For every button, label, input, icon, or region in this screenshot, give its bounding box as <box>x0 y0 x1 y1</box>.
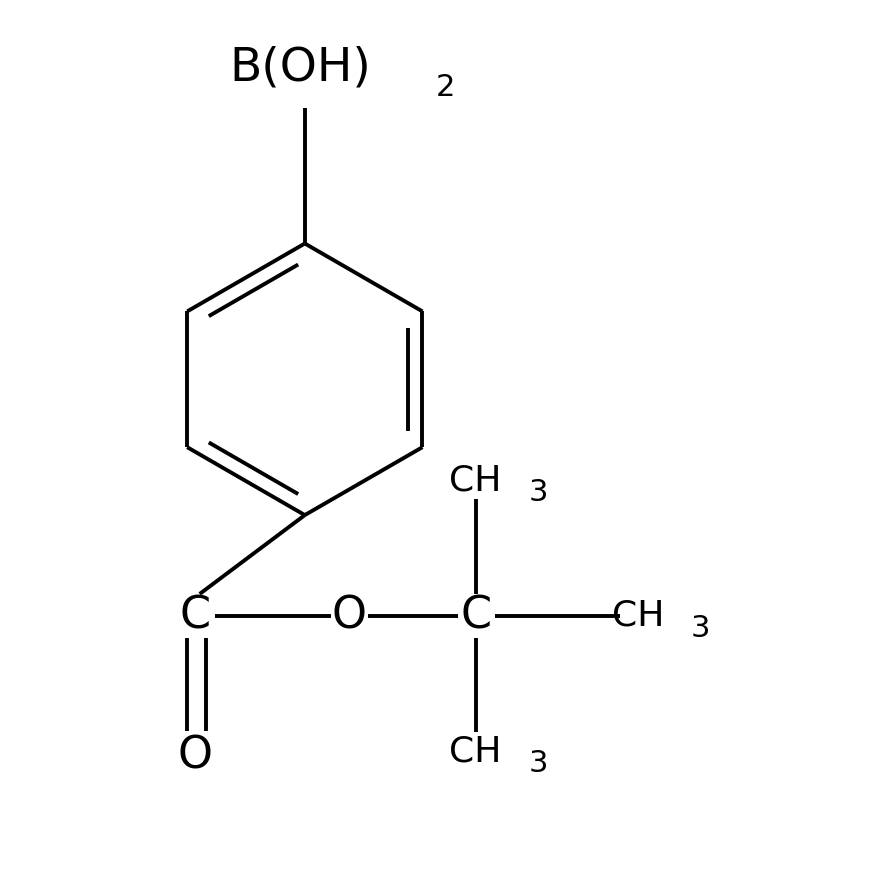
Text: 2: 2 <box>436 73 456 102</box>
Text: B(OH): B(OH) <box>230 45 371 91</box>
Text: CH: CH <box>611 599 664 633</box>
Text: C: C <box>180 595 211 637</box>
Text: 3: 3 <box>691 613 710 643</box>
Text: 3: 3 <box>529 478 547 506</box>
Text: C: C <box>460 595 491 637</box>
Text: CH: CH <box>449 463 502 497</box>
Text: O: O <box>178 734 213 778</box>
Text: 3: 3 <box>529 749 547 779</box>
Text: O: O <box>331 595 366 637</box>
Text: CH: CH <box>449 734 502 769</box>
